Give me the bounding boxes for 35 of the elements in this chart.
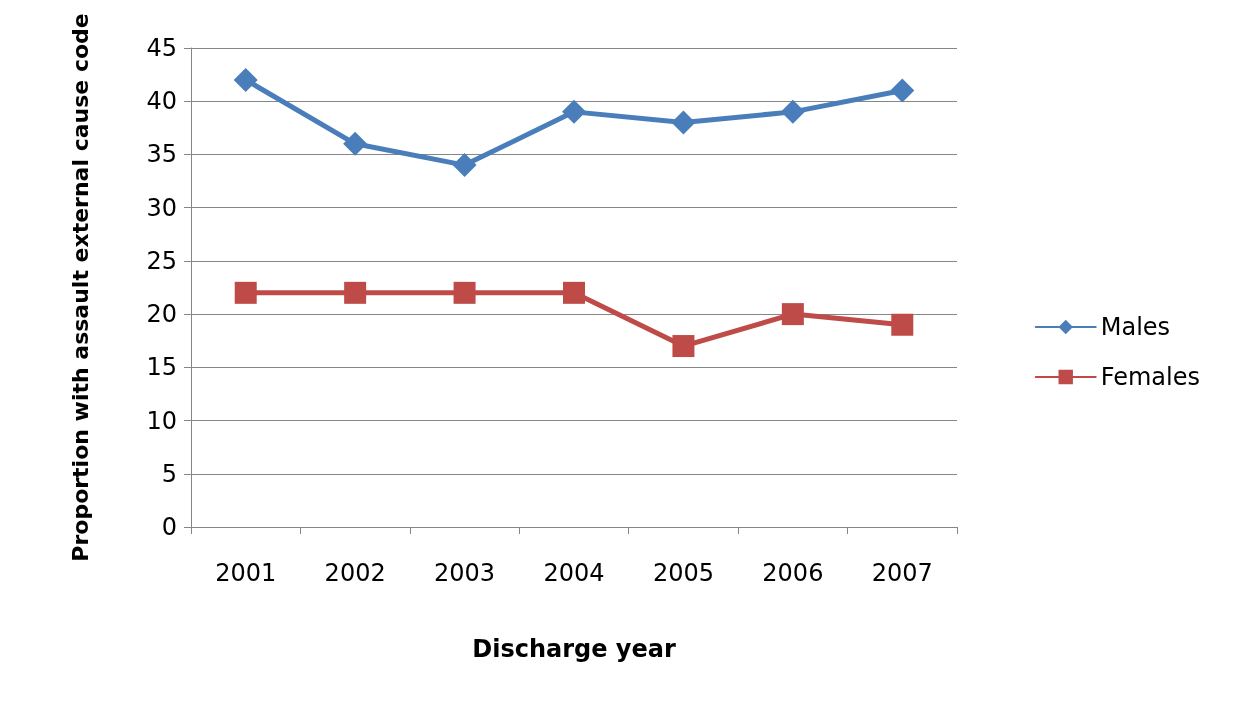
y-tick-label: 0 [161,513,177,541]
point [780,99,805,124]
point [343,131,368,156]
y-tick-label: 10 [146,406,177,435]
point [233,67,258,92]
y-tick-label: 35 [146,140,177,169]
x-tick-label: 2005 [652,559,714,587]
point [562,99,586,124]
point [781,303,804,326]
x-axis-title: Discharge year [472,635,676,663]
x-tick-label: 2003 [434,559,496,587]
x-tick-label: 2001 [215,559,277,587]
y-axis-title: Proportion with assault external cause code [67,13,93,562]
point [344,281,367,304]
point [890,78,915,103]
y-tick-label: 25 [146,246,177,275]
x-tick-label: 2002 [324,559,386,587]
y-tick-label: 45 [146,34,177,62]
y-tick-label: 5 [161,459,177,488]
y-tick-label: 30 [146,193,177,222]
y-tick-label: 15 [146,353,177,382]
point [453,281,476,304]
point [563,281,585,304]
x-tick-label: 2006 [762,559,824,587]
point [891,313,914,336]
point [671,110,696,135]
x-tick-label: 2004 [543,559,605,587]
point [452,153,477,178]
point [672,335,695,358]
point [234,281,257,304]
y-tick-label: 40 [146,87,177,116]
x-tick-label: 2007 [871,559,933,587]
legend-label: Males [1100,313,1171,341]
legend-label: Females [1100,363,1200,391]
y-tick-label: 20 [146,300,177,329]
